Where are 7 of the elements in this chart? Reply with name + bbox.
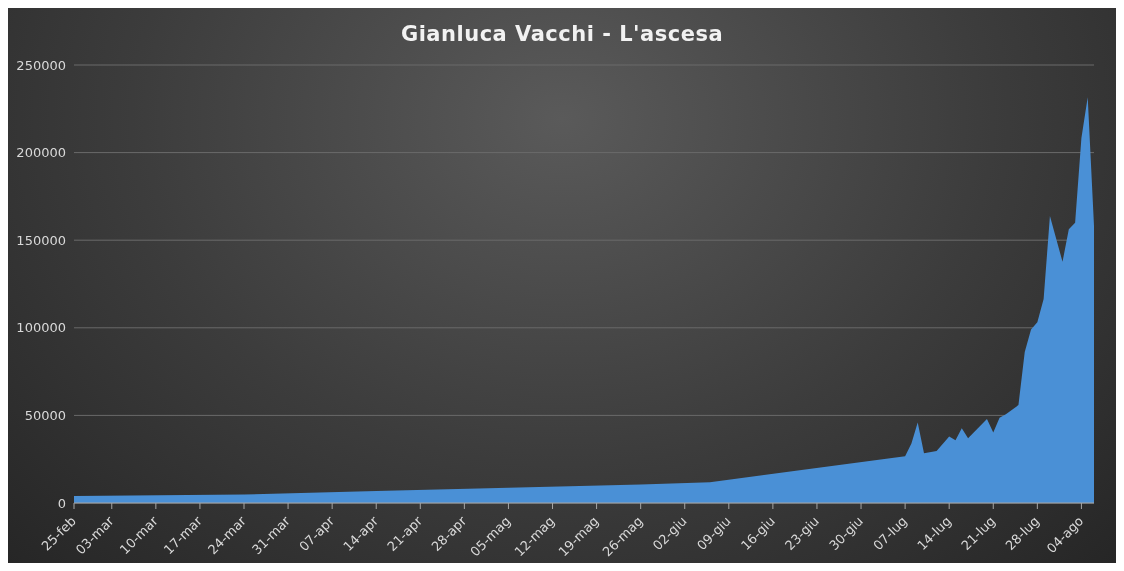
y-tick-label: 250000	[16, 57, 66, 73]
chart-title: Gianluca Vacchi - L'ascesa	[399, 22, 725, 46]
y-tick-label: 150000	[16, 232, 66, 248]
y-tick-label: 0	[57, 495, 66, 511]
y-tick-label: 200000	[16, 145, 66, 161]
y-tick-label: 100000	[16, 320, 66, 336]
y-tick-label: 50000	[24, 408, 66, 424]
